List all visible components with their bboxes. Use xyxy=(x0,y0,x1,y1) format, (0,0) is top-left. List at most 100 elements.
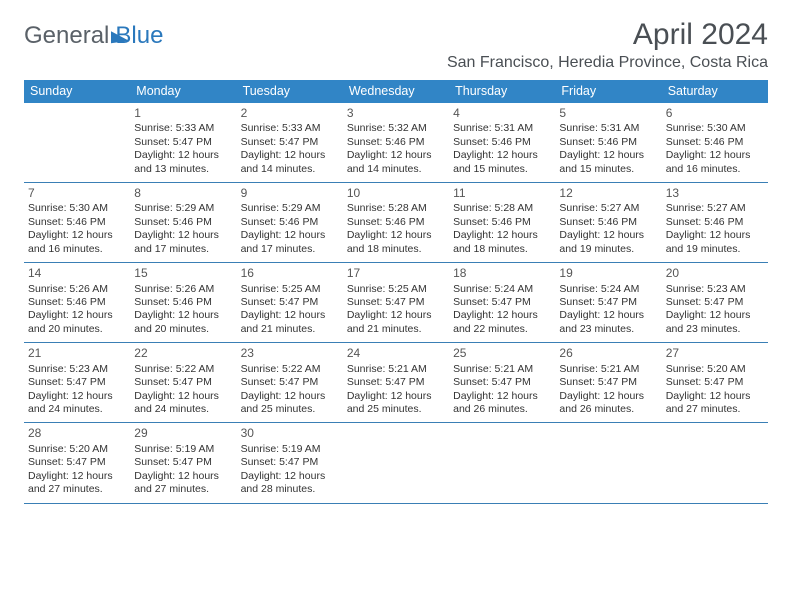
calendar-grid: SundayMondayTuesdayWednesdayThursdayFrid… xyxy=(24,80,768,504)
empty-cell xyxy=(449,423,555,502)
daylight-line: Daylight: 12 hours and 18 minutes. xyxy=(347,229,445,256)
daylight-line: Daylight: 12 hours and 23 minutes. xyxy=(666,309,764,336)
day-cell: 7Sunrise: 5:30 AMSunset: 5:46 PMDaylight… xyxy=(24,183,130,262)
location-subtitle: San Francisco, Heredia Province, Costa R… xyxy=(447,54,768,72)
sunrise-line: Sunrise: 5:21 AM xyxy=(347,363,445,376)
daylight-line: Daylight: 12 hours and 25 minutes. xyxy=(241,390,339,417)
dow-tuesday: Tuesday xyxy=(237,80,343,103)
sunset-line: Sunset: 5:47 PM xyxy=(134,376,232,389)
sunset-line: Sunset: 5:47 PM xyxy=(347,296,445,309)
daylight-line: Daylight: 12 hours and 27 minutes. xyxy=(134,470,232,497)
day-cell: 20 Sunrise: 5:23 AMSunset: 5:47 PMDayligh… xyxy=(662,263,768,342)
day-cell: 26Sunrise: 5:21 AMSunset: 5:47 PMDayligh… xyxy=(555,343,661,422)
day-number: 20 xyxy=(666,266,764,281)
sunset-line: Sunset: 5:47 PM xyxy=(241,136,339,149)
title-block: April 2024 San Francisco, Heredia Provin… xyxy=(447,18,768,72)
daylight-line: Daylight: 12 hours and 15 minutes. xyxy=(453,149,551,176)
dow-thursday: Thursday xyxy=(449,80,555,103)
sunrise-line: Sunrise: 5:32 AM xyxy=(347,122,445,135)
day-cell: 10Sunrise: 5:28 AMSunset: 5:46 PMDayligh… xyxy=(343,183,449,262)
sunset-line: Sunset: 5:46 PM xyxy=(28,216,126,229)
day-cell: 30Sunrise: 5:19 AMSunset: 5:47 PMDayligh… xyxy=(237,423,343,502)
daylight-line: Daylight: 12 hours and 18 minutes. xyxy=(453,229,551,256)
sunrise-line: Sunrise: 5:22 AM xyxy=(241,363,339,376)
day-cell: 8Sunrise: 5:29 AMSunset: 5:46 PMDaylight… xyxy=(130,183,236,262)
sunset-line: Sunset: 5:47 PM xyxy=(241,456,339,469)
sunrise-line: Sunrise: 5:28 AM xyxy=(347,202,445,215)
sunrise-line: Sunrise: 5:29 AM xyxy=(134,202,232,215)
day-number: 3 xyxy=(347,106,445,121)
sunrise-line: Sunrise: 5:23 AM xyxy=(666,283,764,296)
daylight-line: Daylight: 12 hours and 16 minutes. xyxy=(666,149,764,176)
day-number: 18 xyxy=(453,266,551,281)
brand-part-1: General xyxy=(24,22,109,50)
day-number: 11 xyxy=(453,186,551,201)
day-of-week-header: SundayMondayTuesdayWednesdayThursdayFrid… xyxy=(24,80,768,103)
sunset-line: Sunset: 5:46 PM xyxy=(347,136,445,149)
day-cell: 6Sunrise: 5:30 AMSunset: 5:46 PMDaylight… xyxy=(662,103,768,182)
daylight-line: Daylight: 12 hours and 27 minutes. xyxy=(28,470,126,497)
sunset-line: Sunset: 5:46 PM xyxy=(559,136,657,149)
month-title: April 2024 xyxy=(447,18,768,52)
sunset-line: Sunset: 5:47 PM xyxy=(453,376,551,389)
sunrise-line: Sunrise: 5:23 AM xyxy=(28,363,126,376)
sunset-line: Sunset: 5:46 PM xyxy=(453,136,551,149)
sunset-line: Sunset: 5:46 PM xyxy=(453,216,551,229)
sunrise-line: Sunrise: 5:33 AM xyxy=(134,122,232,135)
week-row: 28Sunrise: 5:20 AMSunset: 5:47 PMDayligh… xyxy=(24,423,768,503)
day-cell: 18Sunrise: 5:24 AMSunset: 5:47 PMDayligh… xyxy=(449,263,555,342)
sunrise-line: Sunrise: 5:25 AM xyxy=(241,283,339,296)
sunset-line: Sunset: 5:47 PM xyxy=(666,296,764,309)
sunrise-line: Sunrise: 5:33 AM xyxy=(241,122,339,135)
day-number: 2 xyxy=(241,106,339,121)
sunrise-line: Sunrise: 5:22 AM xyxy=(134,363,232,376)
daylight-line: Daylight: 12 hours and 26 minutes. xyxy=(559,390,657,417)
sunrise-line: Sunrise: 5:24 AM xyxy=(453,283,551,296)
sunrise-line: Sunrise: 5:19 AM xyxy=(134,443,232,456)
day-number: 14 xyxy=(28,266,126,281)
sunrise-line: Sunrise: 5:26 AM xyxy=(134,283,232,296)
dow-monday: Monday xyxy=(130,80,236,103)
brand-logo: General Blue xyxy=(24,22,163,50)
daylight-line: Daylight: 12 hours and 17 minutes. xyxy=(134,229,232,256)
day-cell: 19Sunrise: 5:24 AMSunset: 5:47 PMDayligh… xyxy=(555,263,661,342)
day-number: 21 xyxy=(28,346,126,361)
sunset-line: Sunset: 5:46 PM xyxy=(559,216,657,229)
dow-sunday: Sunday xyxy=(24,80,130,103)
day-number: 5 xyxy=(559,106,657,121)
dow-saturday: Saturday xyxy=(662,80,768,103)
sunrise-line: Sunrise: 5:30 AM xyxy=(28,202,126,215)
day-cell: 9Sunrise: 5:29 AMSunset: 5:46 PMDaylight… xyxy=(237,183,343,262)
sunset-line: Sunset: 5:47 PM xyxy=(241,376,339,389)
week-row: 21Sunrise: 5:23 AMSunset: 5:47 PMDayligh… xyxy=(24,343,768,423)
day-cell: 2Sunrise: 5:33 AMSunset: 5:47 PMDaylight… xyxy=(237,103,343,182)
week-row: 14Sunrise: 5:26 AMSunset: 5:46 PMDayligh… xyxy=(24,263,768,343)
daylight-line: Daylight: 12 hours and 14 minutes. xyxy=(241,149,339,176)
day-cell: 1Sunrise: 5:33 AMSunset: 5:47 PMDaylight… xyxy=(130,103,236,182)
sunrise-line: Sunrise: 5:27 AM xyxy=(666,202,764,215)
daylight-line: Daylight: 12 hours and 27 minutes. xyxy=(666,390,764,417)
daylight-line: Daylight: 12 hours and 24 minutes. xyxy=(134,390,232,417)
daylight-line: Daylight: 12 hours and 22 minutes. xyxy=(453,309,551,336)
day-cell: 5Sunrise: 5:31 AMSunset: 5:46 PMDaylight… xyxy=(555,103,661,182)
sunset-line: Sunset: 5:47 PM xyxy=(28,376,126,389)
day-number: 15 xyxy=(134,266,232,281)
day-number: 8 xyxy=(134,186,232,201)
sunset-line: Sunset: 5:47 PM xyxy=(347,376,445,389)
day-cell: 29Sunrise: 5:19 AMSunset: 5:47 PMDayligh… xyxy=(130,423,236,502)
day-cell: 25Sunrise: 5:21 AMSunset: 5:47 PMDayligh… xyxy=(449,343,555,422)
empty-cell xyxy=(343,423,449,502)
day-number: 4 xyxy=(453,106,551,121)
day-number: 10 xyxy=(347,186,445,201)
week-row: 1Sunrise: 5:33 AMSunset: 5:47 PMDaylight… xyxy=(24,103,768,183)
day-number: 9 xyxy=(241,186,339,201)
sunrise-line: Sunrise: 5:28 AM xyxy=(453,202,551,215)
day-number: 1 xyxy=(134,106,232,121)
sunrise-line: Sunrise: 5:31 AM xyxy=(559,122,657,135)
day-number: 29 xyxy=(134,426,232,441)
day-cell: 17Sunrise: 5:25 AMSunset: 5:47 PMDayligh… xyxy=(343,263,449,342)
sunset-line: Sunset: 5:47 PM xyxy=(559,376,657,389)
empty-cell xyxy=(555,423,661,502)
empty-cell xyxy=(24,103,130,182)
day-cell: 11Sunrise: 5:28 AMSunset: 5:46 PMDayligh… xyxy=(449,183,555,262)
